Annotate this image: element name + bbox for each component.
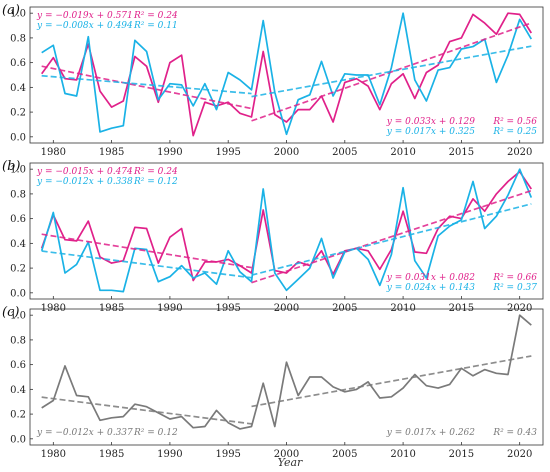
x-tick-label: 2000 [274,449,299,460]
x-tick-label: 1990 [157,449,182,460]
x-tick-label: 2010 [390,449,415,460]
y-tick-label: 0.0 [10,288,26,299]
r-squared-label: R² = 0.56 [492,117,537,127]
y-tick-label: 0.2 [10,108,26,119]
x-tick-label: 1980 [41,449,66,460]
r-squared-label: R² = 0.11 [133,21,178,31]
trend-line [41,65,252,110]
x-tick-label: 1985 [99,147,124,158]
x-tick-label: 2015 [449,147,474,158]
y-tick-label: 0.2 [10,264,26,275]
y-tick-label: 0.8 [10,189,26,200]
regression-equation: y = 0.017x + 0.325 [386,127,475,137]
plot-frame [29,308,544,446]
r-squared-label: R² = 0.12 [133,177,178,187]
x-tick-label: 1995 [215,147,240,158]
panel-label: (c) [2,305,19,320]
x-tick-label: 2020 [507,303,532,314]
x-tick-label: 2005 [332,303,357,314]
regression-equation: y = 0.024x + 0.143 [386,283,475,293]
regression-equation: y = 0.031x + 0.082 [386,273,475,283]
trend-line [251,45,532,98]
y-tick-label: 0.6 [10,58,26,69]
x-tick-label: 1980 [41,147,66,158]
y-tick-label: 0.0 [10,132,26,143]
x-tick-label: 2010 [390,147,415,158]
r-squared-label: R² = 0.66 [492,273,537,283]
series-line [41,12,533,137]
y-tick-label: 1.0 [10,311,26,322]
y-tick-label: 1.0 [10,165,26,176]
chart-panel: 0.0 0.2 0.4 0.6 0.8 1.0 1980 1985 1990 1995 2000 20… [2,3,544,158]
y-tick-label: 0.4 [10,239,26,250]
trend-line [41,250,252,279]
panel-label: (b) [2,159,20,174]
r-squared-label: R² = 0.43 [492,428,537,438]
x-tick-label: 2015 [449,449,474,460]
x-tick-label: 2005 [332,147,357,158]
y-tick-label: 0.8 [10,335,26,346]
x-tick-label: 1980 [41,303,66,314]
x-axis-title: Year [278,456,303,469]
y-tick-label: 0.2 [10,410,26,421]
x-tick-label: 1990 [157,147,182,158]
y-tick-label: 1.0 [10,9,26,20]
trend-line [251,189,532,284]
x-tick-label: 1995 [215,303,240,314]
x-tick-label: 2000 [274,303,299,314]
r-squared-label: R² = 0.37 [492,283,537,293]
series-line [41,314,532,430]
regression-equation: y = −0.012x + 0.337 [36,428,133,438]
r-squared-label: R² = 0.24 [133,167,178,177]
x-tick-label: 2010 [390,303,415,314]
x-tick-label: 2005 [332,449,357,460]
regression-equation: y = 0.017x + 0.262 [386,428,475,438]
x-tick-label: 2020 [507,449,532,460]
y-tick-label: 0.8 [10,33,26,44]
x-tick-label: 2000 [274,147,299,158]
y-tick-label: 0.0 [10,434,26,445]
x-tick-label: 1995 [215,449,240,460]
y-tick-label: 0.4 [10,83,26,94]
y-tick-label: 0.6 [10,214,26,225]
chart-panel: 0.0 0.2 0.4 0.6 0.8 1.0 1980 1985 1990 1995 2000 20… [2,305,544,460]
series-line [40,170,533,282]
y-tick-label: 0.6 [10,360,26,371]
regression-equation: y = −0.019x + 0.571 [36,11,133,21]
x-tick-label: 1985 [99,449,124,460]
regression-equation: y = 0.033x + 0.129 [386,117,475,127]
x-tick-label: 1985 [99,303,124,314]
x-tick-label: 2020 [507,147,532,158]
trend-line [41,396,252,425]
r-squared-label: R² = 0.24 [133,11,178,21]
trend-line [251,355,532,408]
y-tick-label: 0.4 [10,385,26,396]
trend-line [251,22,532,122]
series-line [41,12,533,136]
r-squared-label: R² = 0.25 [492,127,537,137]
trend-line [41,74,252,95]
regression-equation: y = −0.008x + 0.494 [36,21,133,31]
trend-line [251,203,532,276]
r-squared-label: R² = 0.12 [133,428,178,438]
regression-equation: y = −0.015x + 0.474 [36,167,133,177]
series-line [40,168,533,293]
x-tick-label: 2015 [449,303,474,314]
panel-label: (a) [2,3,20,18]
regression-equation: y = −0.012x + 0.338 [36,177,133,187]
chart-panel: 0.0 0.2 0.4 0.6 0.8 1.0 1980 1985 1990 1995 2000 20… [2,159,544,314]
x-tick-label: 1990 [157,303,182,314]
panels: 0.0 0.2 0.4 0.6 0.8 1.0 1980 1985 1990 1995 2000 20… [2,3,544,460]
